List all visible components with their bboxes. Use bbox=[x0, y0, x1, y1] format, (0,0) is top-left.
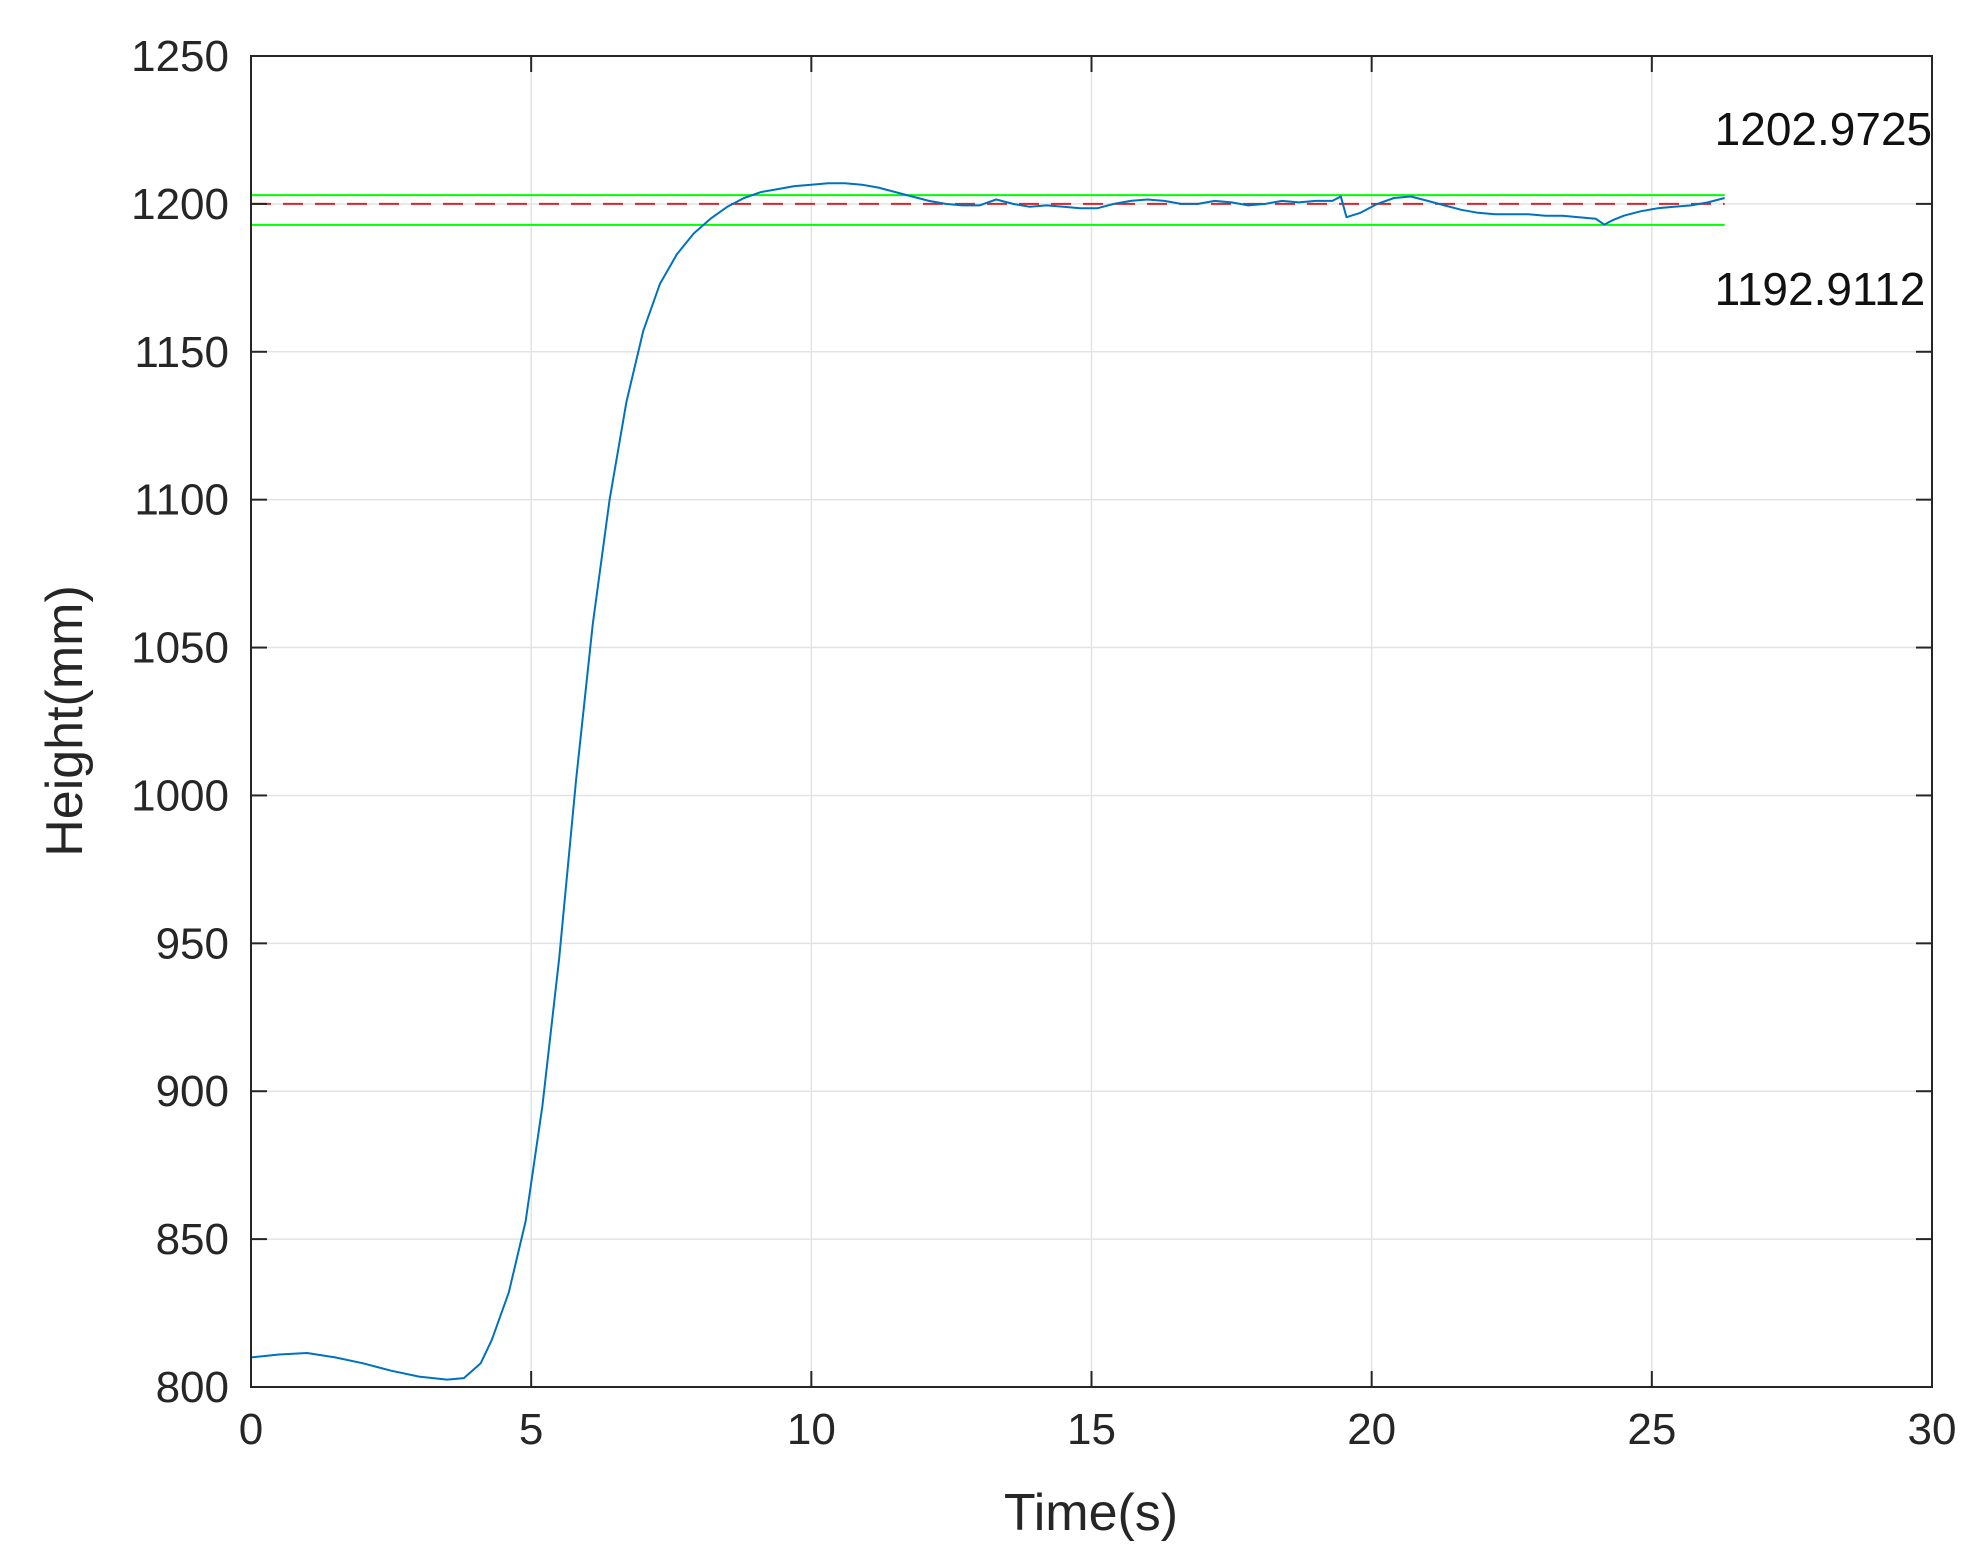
bound-value-label: 1202.9725 bbox=[1715, 103, 1932, 155]
x-tick-label: 25 bbox=[1627, 1405, 1676, 1454]
y-tick-label: 1250 bbox=[131, 32, 229, 81]
grid bbox=[251, 56, 1932, 1387]
x-tick-label: 20 bbox=[1347, 1405, 1396, 1454]
x-tick-label: 15 bbox=[1067, 1405, 1116, 1454]
y-tick-label: 1100 bbox=[134, 476, 229, 525]
x-tick-label: 30 bbox=[1908, 1405, 1957, 1454]
bound-value-label: 1192.9112 bbox=[1715, 263, 1926, 315]
ticks: 0 5 10 15 20 25 30 800 850 900 950 1000 1050 1100 1150… bbox=[131, 32, 1956, 1454]
x-tick-label: 10 bbox=[787, 1405, 836, 1454]
annotations: 1202.9725 1192.9112 bbox=[1715, 103, 1932, 315]
y-tick-label: 950 bbox=[156, 919, 229, 968]
y-tick-label: 800 bbox=[156, 1363, 229, 1412]
y-tick-label: 1200 bbox=[131, 180, 229, 229]
y-axis-title: Height(mm) bbox=[36, 585, 94, 857]
x-tick-label: 5 bbox=[519, 1405, 543, 1454]
y-tick-label: 1050 bbox=[131, 624, 229, 673]
y-tick-label: 1150 bbox=[134, 328, 229, 377]
y-tick-label: 850 bbox=[156, 1215, 229, 1264]
series-layer bbox=[250, 182, 1725, 1381]
x-axis-title: Time(s) bbox=[1004, 1484, 1178, 1542]
height-response-line bbox=[250, 182, 1725, 1381]
y-tick-label: 900 bbox=[156, 1067, 229, 1116]
y-tick-label: 1000 bbox=[131, 771, 229, 820]
x-tick-label: 0 bbox=[239, 1405, 263, 1454]
